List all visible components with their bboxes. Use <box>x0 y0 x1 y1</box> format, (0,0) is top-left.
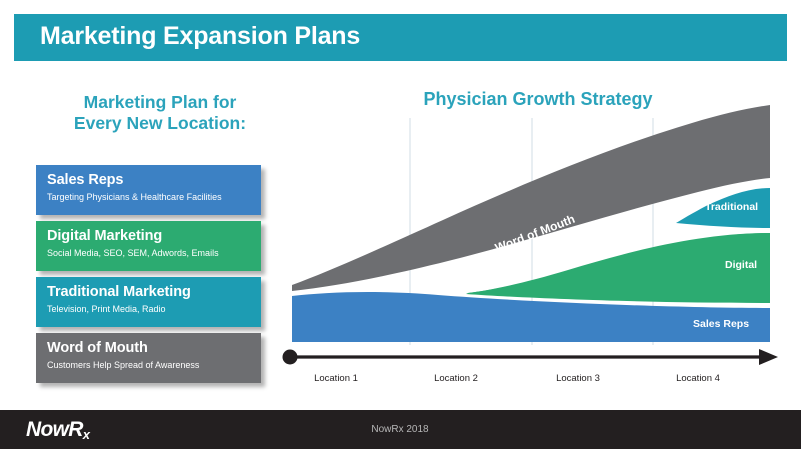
chart-label-sales-reps: Sales Reps <box>693 318 750 330</box>
header-bar <box>14 14 787 61</box>
axis-origin-dot <box>282 349 298 365</box>
marketing-plan-heading-line2: Every New Location: <box>73 113 247 133</box>
nowrx-logo: NowRx <box>26 418 90 442</box>
plan-box-digital-marketing[interactable]: Digital Marketing Social Media, SEO, SEM… <box>36 221 261 271</box>
plan-box-traditional-marketing[interactable]: Traditional Marketing Television, Print … <box>36 277 261 327</box>
nowrx-logo-subscript: x <box>82 427 90 442</box>
plan-box-title: Traditional Marketing <box>47 284 191 300</box>
axis-tick-location-3: Location 3 <box>556 373 600 384</box>
area-sales-reps <box>292 292 770 342</box>
axis-tick-location-1: Location 1 <box>314 373 358 384</box>
chart-title: Physician Growth Strategy <box>423 89 653 109</box>
growth-strategy-chart: Traditional Digital Sales Reps Word of M… <box>278 100 790 390</box>
chart-svg <box>282 105 778 365</box>
axis-tick-location-2: Location 2 <box>434 373 478 384</box>
plan-box-title: Digital Marketing <box>47 228 163 244</box>
chart-label-digital: Digital <box>725 259 758 271</box>
plan-box-subtitle: Customers Help Spread of Awareness <box>47 360 200 370</box>
plan-box-sales-reps[interactable]: Sales Reps Targeting Physicians & Health… <box>36 165 261 215</box>
plan-box-subtitle: Social Media, SEO, SEM, Adwords, Emails <box>47 248 219 258</box>
chart-label-traditional: Traditional <box>705 201 759 213</box>
page-title: Marketing Expansion Plans <box>40 22 361 50</box>
plan-box-title: Word of Mouth <box>47 340 148 356</box>
footer-bar <box>0 410 801 449</box>
axis-tick-location-4: Location 4 <box>676 373 720 384</box>
marketing-plan-heading-line1: Marketing Plan for <box>83 92 237 112</box>
marketing-plan-box-list: Sales Reps Targeting Physicians & Health… <box>36 165 268 389</box>
area-word-of-mouth <box>292 105 770 291</box>
plan-box-word-of-mouth[interactable]: Word of Mouth Customers Help Spread of A… <box>36 333 261 383</box>
marketing-plan-heading: Marketing Plan for Every New Location: <box>45 92 275 134</box>
footer-note: NowRx 2018 <box>371 424 429 435</box>
area-traditional <box>676 188 770 228</box>
area-digital-fill <box>466 233 770 303</box>
nowrx-logo-main: NowR <box>26 418 83 441</box>
chart-axis-arrow <box>282 349 778 365</box>
plan-box-subtitle: Television, Print Media, Radio <box>47 304 166 314</box>
plan-box-subtitle: Targeting Physicians & Healthcare Facili… <box>47 192 222 202</box>
plan-box-title: Sales Reps <box>47 172 124 188</box>
